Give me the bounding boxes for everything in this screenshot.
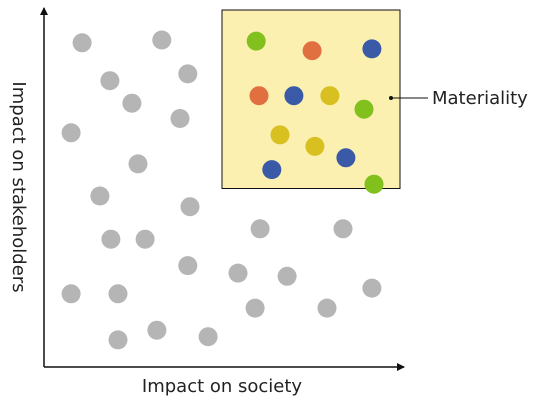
data-point-gray-21 [245, 298, 265, 318]
data-point-yellow-34 [305, 136, 325, 156]
data-point-gray-18 [362, 278, 382, 298]
data-point-gray-5 [122, 93, 142, 113]
data-point-yellow-33 [270, 125, 290, 145]
data-point-blue-35 [336, 148, 356, 168]
data-point-gray-10 [180, 197, 200, 217]
data-point-gray-4 [178, 64, 198, 84]
data-point-gray-6 [170, 109, 190, 128]
data-point-gray-12 [135, 229, 155, 249]
materiality-callout-dot [389, 96, 393, 100]
data-point-gray-20 [108, 284, 128, 304]
scatter-points [61, 30, 384, 350]
data-point-green-32 [354, 99, 374, 119]
data-point-yellow-31 [320, 86, 340, 106]
data-point-gray-1 [72, 33, 92, 53]
data-point-gray-7 [61, 123, 81, 143]
data-point-orange-27 [302, 41, 322, 61]
data-point-gray-17 [277, 266, 297, 286]
data-point-gray-14 [333, 219, 353, 239]
materiality-label: Materiality [432, 88, 528, 109]
data-point-gray-23 [147, 320, 167, 340]
data-point-gray-2 [152, 30, 172, 50]
x-axis-label: Impact on society [141, 376, 303, 397]
data-point-gray-9 [90, 186, 110, 206]
data-point-gray-11 [101, 229, 121, 249]
data-point-gray-15 [178, 256, 198, 276]
data-point-gray-25 [198, 327, 218, 347]
data-point-gray-3 [100, 71, 120, 91]
data-point-gray-24 [108, 330, 128, 350]
data-point-gray-19 [61, 284, 81, 304]
data-point-blue-30 [284, 86, 304, 106]
data-point-green-26 [246, 31, 266, 51]
data-point-blue-28 [362, 39, 382, 59]
data-point-gray-13 [250, 219, 270, 239]
data-point-gray-8 [128, 154, 148, 174]
data-point-blue-36 [262, 160, 282, 180]
data-point-gray-22 [317, 298, 337, 318]
data-point-orange-29 [249, 86, 269, 106]
data-point-gray-16 [228, 263, 248, 283]
data-point-green-37 [364, 174, 384, 194]
y-axis-label: Impact on stakeholders [8, 81, 29, 293]
